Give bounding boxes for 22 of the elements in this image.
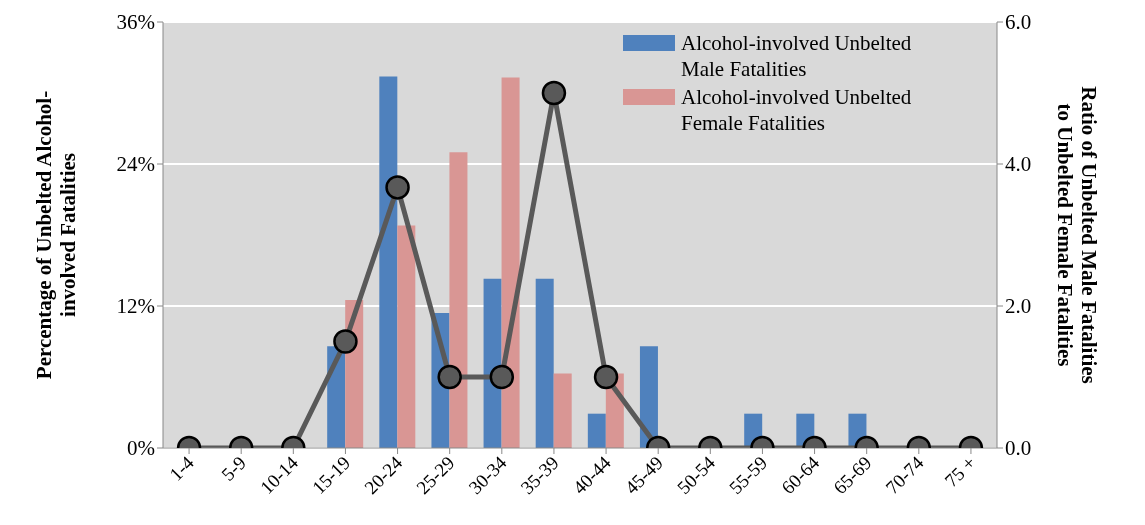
- y-tick-label: 12%: [116, 294, 155, 319]
- bar: [535, 278, 554, 448]
- x-tick-label: 75 +: [940, 451, 980, 492]
- y-tick-label: 24%: [116, 152, 155, 177]
- bar: [483, 278, 502, 448]
- y2-tick-label: 4.0: [1005, 152, 1032, 177]
- bar: [587, 413, 606, 448]
- bar: [379, 76, 398, 448]
- y-axis-title: Percentage of Unbelted Alcohol-involved Fatalities: [32, 90, 80, 380]
- bar: [397, 225, 416, 448]
- bar: [449, 152, 468, 448]
- y-tick-label: 0%: [127, 436, 155, 461]
- legend-label: Alcohol-involved Unbelted Female Fatalities: [681, 84, 912, 136]
- bar: [553, 373, 572, 448]
- x-tick-label: 5-9: [217, 451, 251, 485]
- y2-tick-label: 2.0: [1005, 294, 1032, 319]
- legend-label: Alcohol-involved Unbelted Male Fatalities: [681, 30, 912, 82]
- x-tick-label: 1-4: [165, 451, 199, 485]
- y-tick-label: 36%: [116, 10, 155, 35]
- y2-tick-label: 0.0: [1005, 436, 1032, 461]
- y2-tick-label: 6.0: [1005, 10, 1032, 35]
- y2-axis-title: Ratio of Unbelted Male Fatalities to Unbelted Female Fatalities: [1053, 86, 1101, 384]
